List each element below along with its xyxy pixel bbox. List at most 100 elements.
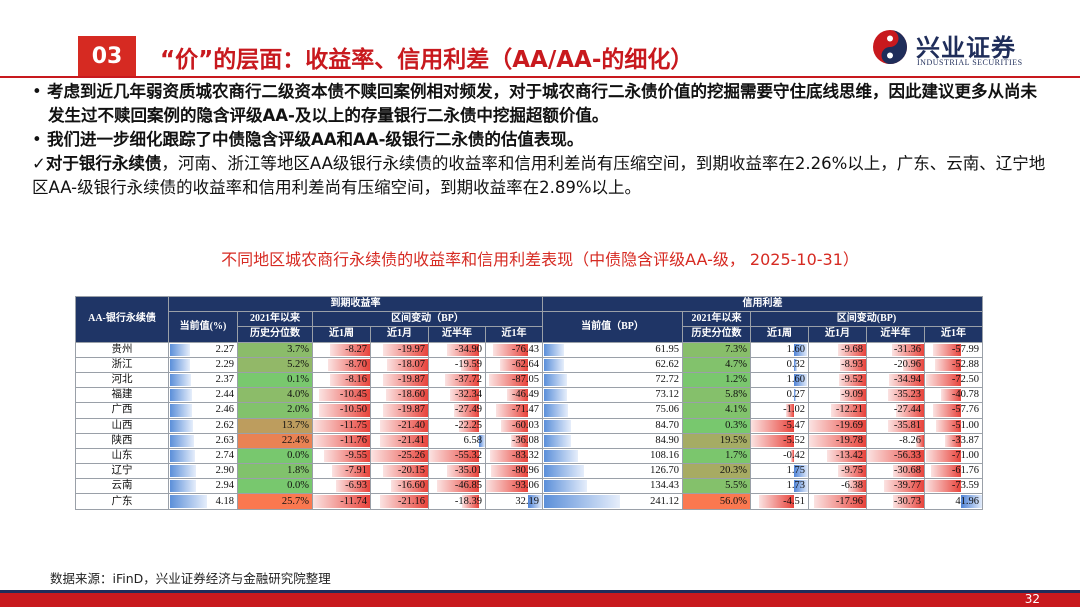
data-bar bbox=[794, 343, 807, 356]
data-bar bbox=[336, 480, 370, 493]
data-bar bbox=[436, 480, 480, 493]
col-percentile-spread: 2021年以来 bbox=[682, 311, 751, 328]
value-text: 1.75 bbox=[786, 465, 805, 477]
value-cell-y_h: -46.85 bbox=[428, 478, 486, 495]
value-cell-y_w: -11.74 bbox=[312, 493, 371, 510]
value-text: -19.78 bbox=[835, 434, 863, 446]
value-text: 7.3% bbox=[725, 343, 747, 355]
data-bar bbox=[170, 389, 192, 402]
data-bar bbox=[170, 480, 197, 493]
value-cell-y_m: -21.16 bbox=[370, 493, 429, 510]
col-period-year: 近1年 bbox=[485, 326, 543, 343]
value-cell-ytm_pct: 22.4% bbox=[237, 432, 313, 449]
data-bar bbox=[429, 449, 480, 463]
value-text: -8.16 bbox=[345, 374, 367, 386]
value-text: 32.19 bbox=[515, 495, 539, 507]
data-bar bbox=[867, 449, 924, 463]
value-text: -21.16 bbox=[397, 495, 425, 507]
data-bar bbox=[458, 419, 480, 432]
data-bar bbox=[527, 495, 542, 508]
data-bar bbox=[840, 358, 866, 371]
value-text: -35.23 bbox=[893, 389, 921, 401]
value-cell-y_w: -6.93 bbox=[312, 478, 371, 495]
data-bar bbox=[935, 358, 962, 371]
data-bar bbox=[892, 495, 924, 508]
data-bar bbox=[447, 465, 480, 478]
value-text: 241.12 bbox=[650, 495, 679, 507]
value-cell-y_m: -16.60 bbox=[370, 478, 429, 495]
value-cell-y_w: -8.70 bbox=[312, 356, 371, 373]
value-text: 0.27 bbox=[786, 389, 805, 401]
value-cell-sp_pct: 19.5% bbox=[682, 432, 751, 449]
data-bar bbox=[479, 434, 485, 447]
value-cell-ytm: 2.29 bbox=[168, 356, 238, 373]
value-text: 20.3% bbox=[719, 465, 747, 477]
value-text: 2.74 bbox=[215, 449, 234, 461]
value-text: 5.5% bbox=[725, 480, 747, 492]
col-percentile-ytm: 2021年以来 bbox=[237, 311, 313, 328]
value-cell-s_y: -40.78 bbox=[923, 387, 984, 404]
bullet-item: ✓对于银行永续债，河南、浙江等地区AA级银行永续债的收益率和信用利差尚有压缩空间… bbox=[32, 154, 1046, 197]
value-text: -19.69 bbox=[835, 419, 863, 431]
table-row: 辽宁 2.90 1.8% -7.91 -20.15 -35.01 -80.96 126.70 2… bbox=[75, 463, 984, 480]
col-period-week: 近1周 bbox=[750, 326, 809, 343]
data-bar bbox=[444, 373, 480, 387]
region-cell: 陕西 bbox=[75, 432, 169, 449]
data-bar bbox=[883, 480, 924, 493]
value-cell-sp: 72.72 bbox=[542, 371, 683, 389]
value-cell-y_w: -11.76 bbox=[312, 432, 371, 449]
value-cell-y_h: -19.59 bbox=[428, 356, 486, 373]
data-bar bbox=[944, 434, 962, 447]
col-current-ytm: 当前值(%) bbox=[168, 311, 238, 343]
value-cell-s_w: -5.47 bbox=[750, 417, 809, 434]
region-cell: 广东 bbox=[75, 493, 169, 510]
value-text: -12.21 bbox=[835, 404, 863, 416]
data-bar bbox=[486, 480, 528, 493]
value-text: 62.62 bbox=[655, 358, 679, 370]
data-bar bbox=[380, 495, 428, 508]
value-cell-s_y: -52.88 bbox=[923, 356, 984, 373]
value-cell-s_y: -51.00 bbox=[923, 417, 984, 434]
data-bar bbox=[961, 495, 983, 508]
data-bar bbox=[379, 419, 428, 432]
data-bar bbox=[493, 343, 528, 356]
col-interval-ytm: 区间变动（BP） bbox=[312, 311, 543, 328]
region-cell: 山西 bbox=[75, 417, 169, 434]
data-bar bbox=[751, 434, 795, 447]
value-text: -11.74 bbox=[340, 495, 367, 507]
region-cell: 山东 bbox=[75, 447, 169, 465]
data-bar bbox=[926, 449, 962, 463]
data-bar bbox=[462, 495, 480, 508]
table-row: 陕西 2.63 22.4% -11.76 -21.41 6.58 -36.08 84.90 19… bbox=[75, 432, 984, 449]
data-bar bbox=[809, 419, 866, 432]
data-bar bbox=[383, 404, 428, 417]
value-text: 2.94 bbox=[215, 480, 234, 492]
table-row: 河北 2.37 0.1% -8.16 -19.87 -37.72 -87.05 72.72 1.… bbox=[75, 371, 984, 389]
value-cell-sp: 126.70 bbox=[542, 463, 683, 480]
value-cell-sp: 84.70 bbox=[542, 417, 683, 434]
value-text: -52.88 bbox=[951, 358, 980, 370]
value-text: 1.73 bbox=[786, 480, 805, 492]
value-cell-y_y: -71.47 bbox=[485, 402, 543, 419]
value-text: -21.41 bbox=[397, 434, 425, 446]
value-cell-ytm: 2.74 bbox=[168, 447, 238, 465]
value-text: -5.47 bbox=[783, 419, 805, 431]
col-period-year: 近1年 bbox=[923, 326, 984, 343]
value-text: -9.68 bbox=[841, 343, 863, 355]
value-text: 2.29 bbox=[215, 358, 234, 370]
value-text: 134.43 bbox=[650, 480, 679, 492]
value-cell-ytm: 2.90 bbox=[168, 463, 238, 480]
group-header-ytm: 到期收益率 bbox=[168, 295, 543, 313]
value-text: -60.03 bbox=[511, 419, 539, 431]
data-bar bbox=[915, 434, 924, 447]
value-text: 73.12 bbox=[655, 389, 679, 401]
value-cell-sp: 61.95 bbox=[542, 341, 683, 358]
value-text: -72.50 bbox=[951, 374, 980, 386]
value-cell-y_m: -19.87 bbox=[370, 371, 429, 389]
data-bar bbox=[488, 373, 528, 387]
value-text: -87.05 bbox=[511, 374, 539, 386]
value-text: 2.46 bbox=[215, 404, 234, 416]
section-number-badge: 03 bbox=[78, 36, 136, 76]
data-bar bbox=[382, 343, 428, 356]
value-text: -8.27 bbox=[345, 343, 367, 355]
